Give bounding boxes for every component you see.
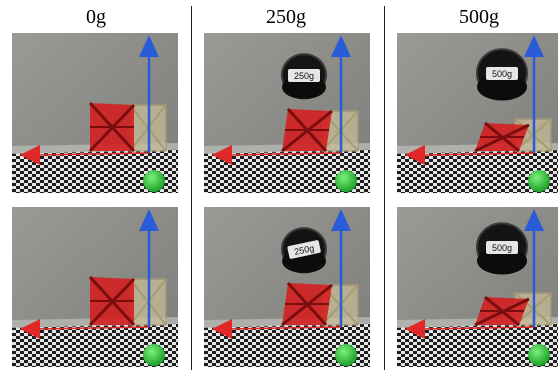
photo-500g-bottom: 500g [397, 207, 558, 367]
col-label-2: 500g [459, 6, 499, 28]
x-axis-arrow [20, 319, 150, 339]
z-axis-sphere [528, 170, 550, 192]
checkerboard-floor [397, 149, 558, 193]
y-axis-arrow [524, 35, 544, 153]
weight-label: 250g [293, 243, 315, 257]
x-axis-arrow [405, 319, 535, 339]
checkerboard-floor [397, 323, 558, 367]
scene-svg: 500g [397, 207, 558, 367]
photo-500g-top: 500g [397, 33, 558, 193]
scene-svg [12, 207, 178, 367]
y-axis-arrow [139, 209, 159, 327]
weight-label: 500g [492, 69, 512, 79]
red-lattice [281, 281, 333, 327]
column-divider [191, 6, 192, 370]
z-axis-sphere [143, 170, 165, 192]
scene-svg: 250g [204, 33, 370, 193]
x-axis-arrow [405, 145, 535, 165]
y-axis-arrow [331, 35, 351, 153]
scene-svg: 500g [397, 33, 558, 193]
col-label-0: 0g [86, 6, 106, 28]
z-axis-sphere [528, 344, 550, 366]
col-label-1: 250g [266, 6, 306, 28]
checkerboard-floor [12, 323, 178, 367]
z-axis-sphere [335, 344, 357, 366]
scene-svg [12, 33, 178, 193]
weight: 250g [281, 53, 327, 100]
weight: 500g [476, 222, 528, 275]
weight-label: 500g [492, 243, 512, 253]
photo-0g-bottom [12, 207, 178, 367]
y-axis-arrow [139, 35, 159, 153]
photo-0g-top [12, 33, 178, 193]
y-axis-arrow [331, 209, 351, 327]
red-lattice [474, 121, 530, 153]
x-axis-arrow [212, 145, 342, 165]
scene-svg: 250g [204, 207, 370, 367]
red-lattice [281, 107, 333, 153]
weight: 500g [476, 48, 528, 101]
checkerboard-floor [204, 323, 370, 367]
weight-label: 250g [294, 71, 314, 81]
red-lattice [474, 295, 530, 327]
checkerboard-floor [12, 149, 178, 193]
photo-250g-top: 250g [204, 33, 370, 193]
x-axis-arrow [20, 145, 150, 165]
weight: 250g [281, 227, 327, 274]
x-axis-arrow [212, 319, 342, 339]
red-lattice [88, 275, 136, 327]
column-divider [384, 6, 385, 370]
photo-250g-bottom: 250g [204, 207, 370, 367]
y-axis-arrow [524, 209, 544, 327]
z-axis-sphere [335, 170, 357, 192]
z-axis-sphere [143, 344, 165, 366]
red-lattice [88, 101, 136, 153]
checkerboard-floor [204, 149, 370, 193]
